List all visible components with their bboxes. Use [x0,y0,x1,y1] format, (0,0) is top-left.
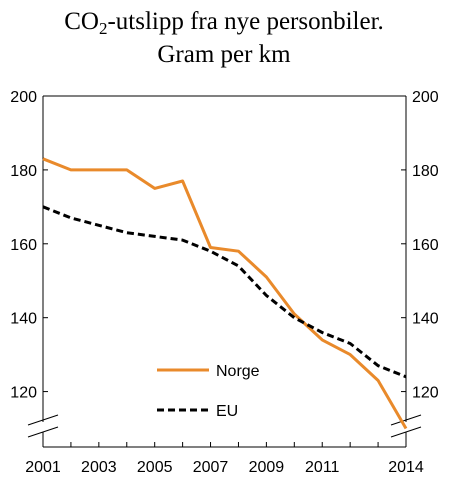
y-tick-label-right: 140 [412,311,439,328]
axis-break-mark-left-upper [27,414,59,426]
axis-break-mark-right-lower [390,426,422,438]
x-tick-label: 2011 [305,459,340,476]
y-tick-label-left: 120 [10,385,37,402]
y-tick-label-right: 120 [412,385,439,402]
x-tick-label: 2001 [25,459,61,476]
series-layer [42,157,408,430]
y-tick-label-left: 180 [10,163,37,180]
chart-title-line2: Gram per km [157,41,291,68]
chart-title: CO2-utslipp fra nye personbiler. Gram pe… [64,8,384,68]
y-tick-label-right: 160 [412,237,439,254]
x-tick-label: 2009 [249,459,285,476]
x-tick-label: 2007 [193,459,229,476]
axes: 200 200 180 180 160 160 140 140 120 120 2001 2003 20… [10,89,439,476]
x-tick-label: 2014 [388,459,424,476]
x-tick-label: 2003 [81,459,117,476]
axis-break-mark-right-upper [390,414,422,426]
series-line-eu [42,205,407,379]
y-tick-label-right: 180 [412,163,439,180]
legend-label-norge: Norge [216,363,260,380]
y-tick-label-left: 200 [10,89,37,106]
y-tick-label-left: 140 [10,311,37,328]
series-line-norge [42,157,408,430]
chart-title-line1: CO2-utslipp fra nye personbiler. [64,8,384,38]
legend-label-eu: EU [216,403,238,420]
axis-break-mark-left-lower [27,426,59,438]
y-tick-label-right: 200 [412,89,439,106]
y-tick-label-left: 160 [10,237,37,254]
x-tick-label: 2005 [137,459,173,476]
legend: Norge EU [157,363,260,420]
